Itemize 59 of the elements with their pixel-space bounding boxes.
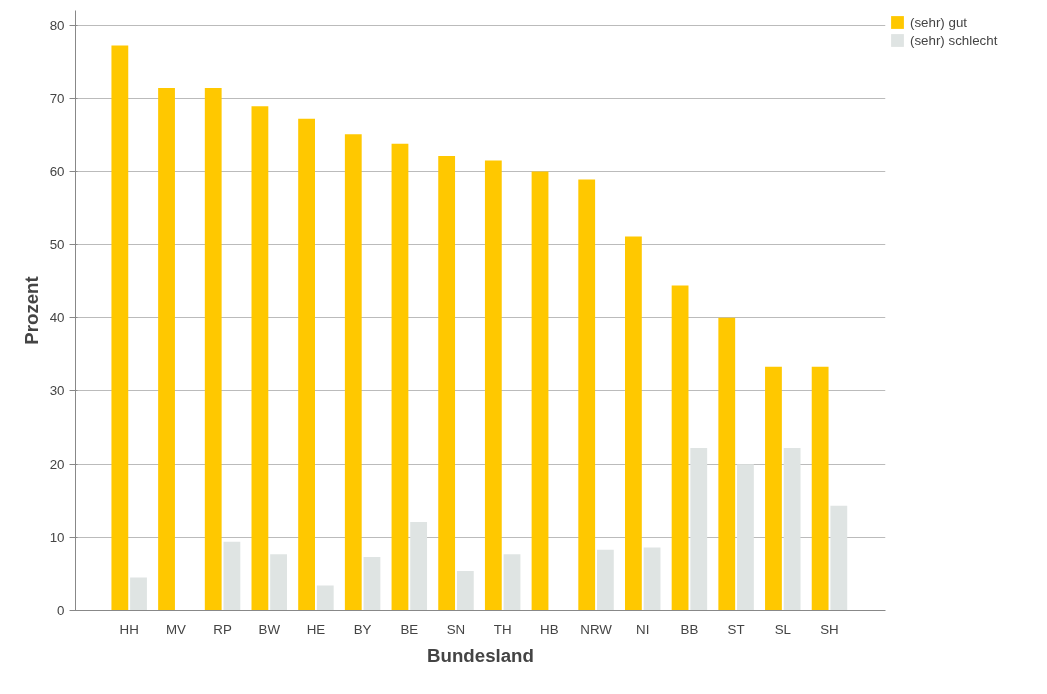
bar (830, 505, 848, 611)
y-tick-label: 80 (49, 17, 65, 33)
bar (438, 156, 456, 611)
x-tick-label: MV (165, 621, 186, 637)
bar (223, 541, 241, 611)
x-tick-label: HB (540, 621, 559, 637)
bar (111, 45, 129, 611)
x-tick-label: HH (119, 621, 139, 637)
bar (158, 88, 175, 611)
y-tick-label: 0 (57, 603, 65, 618)
x-tick-label: SN (446, 621, 466, 637)
bar (811, 366, 829, 611)
bar (596, 549, 614, 611)
bar (624, 236, 642, 611)
bar (410, 521, 428, 611)
y-tick-label: 50 (49, 237, 65, 253)
bar (503, 554, 521, 611)
bar (316, 585, 334, 611)
x-tick-label: NRW (580, 621, 613, 637)
bar (204, 88, 222, 611)
legend-label: (sehr) gut (910, 14, 968, 30)
x-tick-label: TH (493, 621, 512, 637)
bar (456, 570, 474, 611)
bar (783, 448, 801, 611)
x-tick-label: NI (636, 621, 650, 637)
bar (270, 554, 287, 611)
x-tick-label: BE (400, 621, 419, 637)
bar (344, 134, 362, 611)
bar (578, 179, 596, 611)
y-tick-label: 30 (49, 383, 65, 399)
x-tick-label: BW (258, 621, 281, 637)
bar (251, 106, 269, 611)
x-tick-label: RP (213, 621, 232, 637)
y-tick-label: 20 (49, 456, 65, 472)
x-tick-label: HE (306, 621, 326, 637)
bar (765, 366, 782, 611)
bar (671, 285, 689, 611)
bar (531, 171, 549, 611)
bar (391, 143, 409, 611)
bar (690, 448, 708, 611)
x-tick-label: SH (820, 621, 839, 637)
legend-label: (sehr) schlecht (910, 32, 998, 48)
x-tick-label: SL (774, 621, 791, 637)
y-tick-label: 10 (49, 529, 65, 545)
x-tick-label: BB (680, 621, 699, 637)
x-tick-label: BY (353, 621, 372, 637)
y-tick-label: 40 (49, 310, 65, 326)
x-axis-title: Bundesland (427, 644, 534, 666)
bar (363, 557, 381, 611)
bar (643, 547, 661, 611)
x-tick-label: ST (727, 621, 745, 637)
bar (737, 464, 754, 611)
y-axis-title: Prozent (20, 276, 42, 345)
bar (718, 317, 736, 611)
y-tick-label: 60 (49, 163, 65, 179)
y-tick-label: 70 (49, 90, 65, 106)
bar (298, 118, 315, 611)
bar (130, 577, 147, 611)
bar (484, 160, 502, 611)
